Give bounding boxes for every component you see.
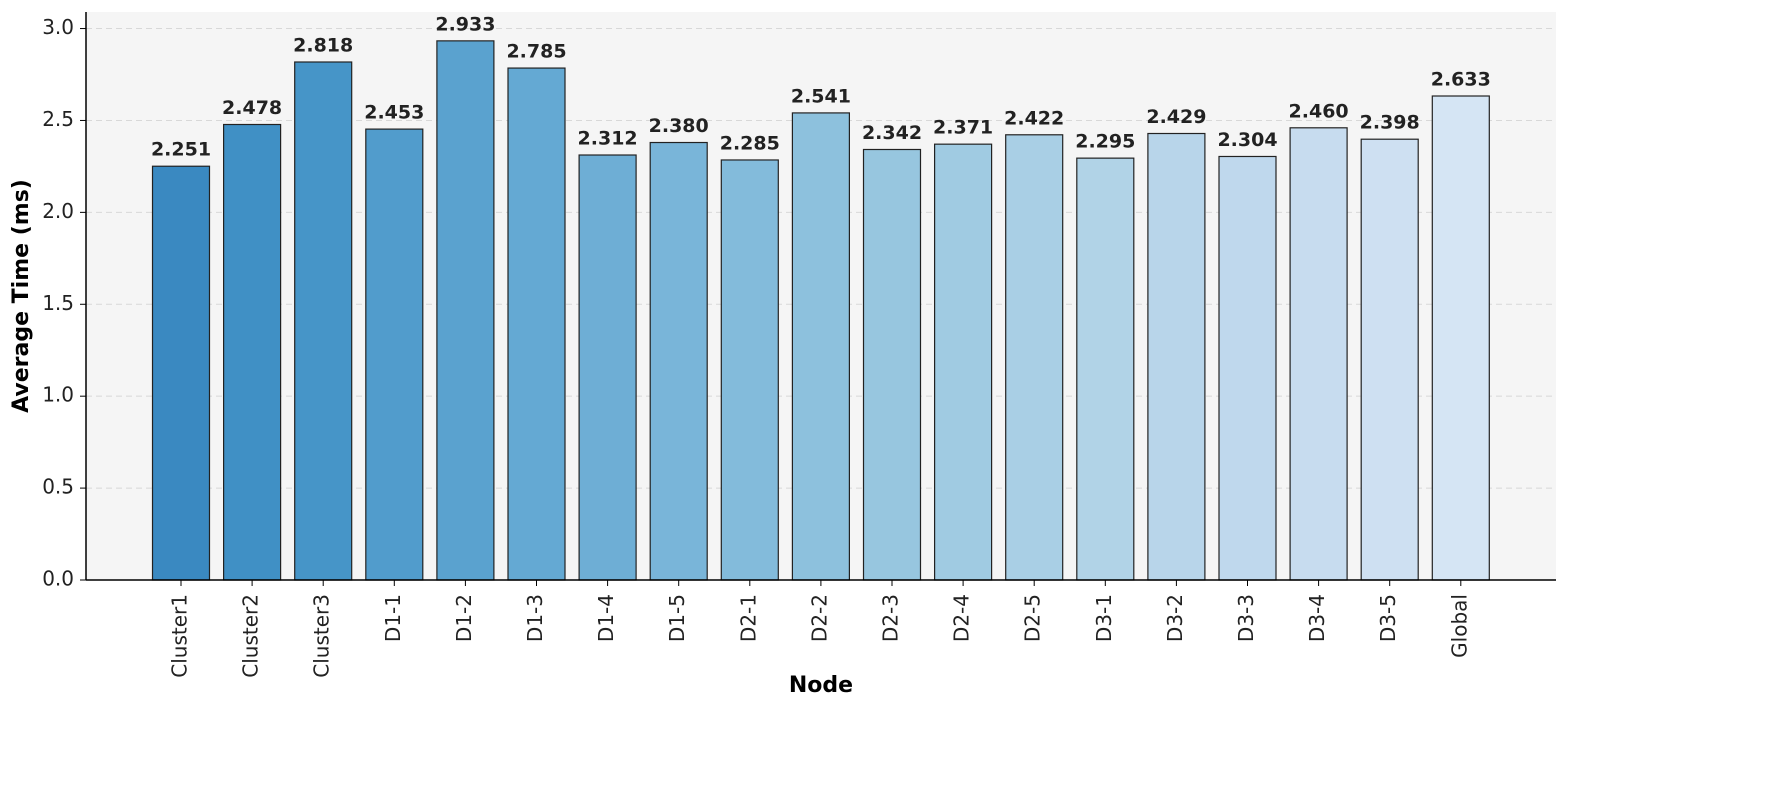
x-tick-label: Cluster3 <box>310 594 334 678</box>
bar <box>933 143 993 581</box>
value-label: 2.785 <box>506 41 566 63</box>
x-tick-label: D1-5 <box>665 594 689 642</box>
bar <box>1431 95 1490 581</box>
x-tick-label: D3-1 <box>1092 594 1116 642</box>
x-tick-label: D2-3 <box>879 594 903 642</box>
bar <box>507 67 566 581</box>
bar <box>1218 155 1277 581</box>
x-tick-label: Cluster2 <box>239 594 263 678</box>
y-tick-label: 3.0 <box>42 15 74 39</box>
bar <box>791 112 851 581</box>
bar <box>1147 132 1206 581</box>
x-tick-label: D2-4 <box>950 594 974 642</box>
value-label: 2.342 <box>862 122 922 144</box>
x-tick-label: Global <box>1447 594 1471 658</box>
bar <box>862 148 922 581</box>
x-tick-label: D3-5 <box>1376 594 1400 642</box>
bar <box>151 165 211 581</box>
value-label: 2.460 <box>1289 100 1349 122</box>
x-tick-label: D1-2 <box>452 594 476 642</box>
bar <box>436 40 495 581</box>
y-tick-label: 1.0 <box>42 383 74 407</box>
bar <box>365 128 424 581</box>
y-tick-label: 1.5 <box>42 291 74 315</box>
value-label: 2.251 <box>151 139 211 161</box>
value-label: 2.371 <box>933 117 993 139</box>
y-tick-label: 0.5 <box>42 475 74 499</box>
value-label: 2.478 <box>222 97 282 119</box>
bar <box>1360 138 1419 581</box>
y-tick-label: 0.0 <box>42 567 74 591</box>
value-label: 2.295 <box>1075 131 1135 153</box>
bar <box>294 61 353 581</box>
x-tick-label: D1-4 <box>594 594 618 642</box>
value-label: 2.429 <box>1146 106 1206 128</box>
bar <box>1289 127 1348 581</box>
value-label: 2.933 <box>435 13 495 35</box>
x-tick-label: Cluster1 <box>168 594 192 678</box>
x-tick-label: D1-3 <box>523 594 547 642</box>
value-label: 2.312 <box>578 128 638 150</box>
value-label: 2.398 <box>1360 112 1420 134</box>
x-tick-label: D3-2 <box>1163 594 1187 642</box>
value-label: 2.818 <box>293 34 353 56</box>
x-tick-label: D2-1 <box>736 594 760 642</box>
x-tick-label: D3-4 <box>1305 594 1329 642</box>
x-tick-label: D3-3 <box>1234 594 1258 642</box>
x-tick-label: D2-5 <box>1021 594 1045 642</box>
value-label: 2.285 <box>720 132 780 154</box>
value-label: 2.422 <box>1004 107 1064 129</box>
value-label: 2.633 <box>1431 69 1491 91</box>
y-tick-label: 2.0 <box>42 199 74 223</box>
bar <box>1005 134 1064 581</box>
y-tick-label: 2.5 <box>42 107 74 131</box>
bar <box>649 141 708 581</box>
value-label: 2.380 <box>649 115 709 137</box>
x-tick-label: D2-2 <box>807 594 831 642</box>
y-axis-label: Average Time (ms) <box>9 179 34 413</box>
bar <box>223 123 282 581</box>
value-label: 2.304 <box>1217 129 1277 151</box>
value-label: 2.541 <box>791 85 851 107</box>
bar <box>1076 157 1135 581</box>
x-axis-label: Node <box>789 673 853 698</box>
bar <box>578 154 637 581</box>
bar <box>720 159 779 581</box>
value-label: 2.453 <box>364 102 424 124</box>
x-tick-label: D1-1 <box>381 594 405 642</box>
